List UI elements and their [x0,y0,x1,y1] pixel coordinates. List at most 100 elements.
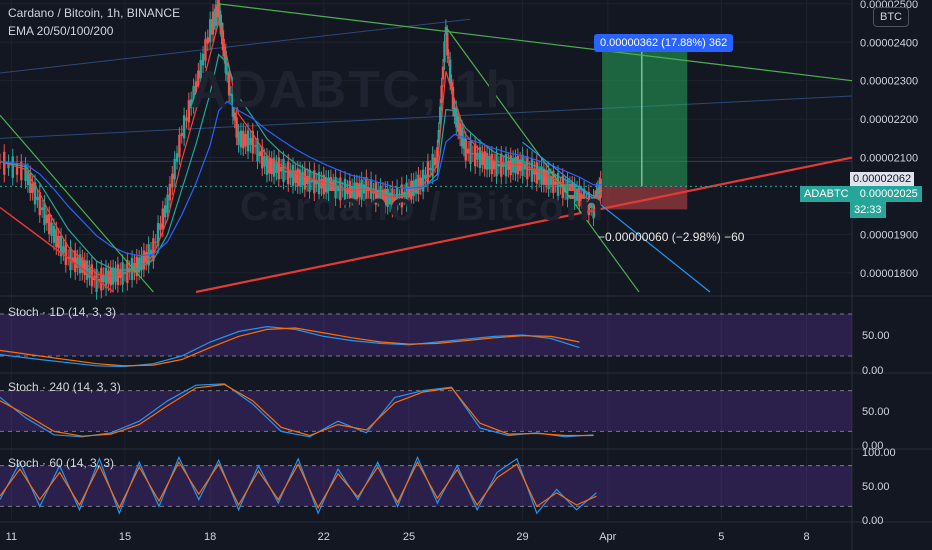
candle-body [121,262,124,285]
stoch-axis-tick-label: 50.00 [862,330,890,342]
currency-button[interactable]: BTC [873,7,909,27]
ema-50-line [0,53,603,271]
candle-body [123,271,127,274]
candle-body [24,164,27,181]
candle-body [256,138,259,162]
candle-body [537,168,541,180]
candle-body [334,176,337,199]
candle-body [476,152,479,160]
candle-body [398,196,401,198]
trendline-blue-down [522,141,711,293]
candle-body [417,174,420,195]
candle-body [478,147,482,169]
candle-body [227,72,231,96]
candle-body [175,153,179,162]
ema-indicator-label[interactable]: EMA 20/50/100/200 [8,24,114,38]
price-axis-tick-label: 0.00002100 [860,153,918,165]
loss-label: −0.00000060 (−2.98%) −60 [598,230,745,244]
stoch-240-title[interactable]: Stoch · 240 (14, 3, 3) [8,380,121,394]
candle-body [265,155,269,175]
candle-body [216,5,219,18]
candle-body [443,41,446,63]
trendline-green-resistance [218,3,853,82]
candle-body [580,194,583,202]
candle-body [182,115,186,139]
symbol-legend: Cardano / Bitcoin, 1h, BINANCE [8,6,180,20]
symbol-title[interactable]: Cardano / Bitcoin, 1h, BINANCE [8,6,181,20]
candle-body [488,155,491,170]
candle-body [7,162,10,169]
candle-body [556,172,560,196]
candle-body [287,161,290,185]
candle-body [578,185,581,207]
candle-body [384,188,387,206]
time-axis-label: 8 [803,531,809,543]
candle-body [439,106,442,124]
candle-body [194,81,198,96]
candle-body [20,161,23,181]
stoch-60-title[interactable]: Stoch · 60 (14, 3, 3) [8,456,115,470]
trendline-green-steep [445,26,640,293]
trendline-faint-blue [0,95,853,139]
candle-body [589,203,593,209]
candle-body [410,180,413,200]
candle-body [214,4,218,27]
candle-body [282,158,285,182]
candle-body [313,170,316,194]
stoch-axis-tick-label: 0.00 [862,515,883,527]
time-axis-label: 11 [6,531,17,543]
candle-body [235,117,238,138]
candle-body [446,32,449,56]
candle-body [310,180,314,183]
candle-body [483,151,486,169]
candle-body [59,235,63,257]
time-axis-label: Apr [599,531,616,543]
candle-body [336,185,340,192]
candle-body [272,157,276,177]
candle-body [450,82,453,87]
candle-body [29,173,32,194]
candle-body [448,59,452,83]
stoch-d-line [0,383,594,437]
candle-body [237,131,240,145]
stoch-d-line [0,327,580,367]
candle-body [559,184,562,187]
trendline-green-left [0,114,154,293]
candle-body [218,10,222,27]
candle-body [447,56,450,59]
candle-body [509,155,512,176]
candle-body [244,134,247,147]
candle-body [81,257,84,273]
candle-body [185,117,188,121]
candle-body [451,87,455,109]
candle-body [107,270,110,284]
candle-body [133,262,136,273]
candle-body [251,130,254,154]
candle-body [74,250,77,273]
candle-body [456,116,460,132]
candle-body [201,53,205,66]
candle-body [261,146,264,169]
countdown-tag: 32:33 [850,202,886,218]
candle-body [210,26,213,28]
candle-body [229,93,233,96]
candle-body [289,170,292,178]
candle-body [45,214,49,224]
candle-body [419,177,422,188]
candle-body [249,137,252,146]
trendline-faint-blue [0,18,471,74]
stoch-k-line [0,455,597,515]
candle-body [343,178,347,202]
candle-body [171,173,174,188]
candle-body [545,170,548,186]
candle-body [26,170,30,186]
candle-body [217,0,220,17]
candle-body [187,100,191,123]
candle-body [55,229,58,248]
candle-body [376,190,380,199]
candle-body [166,194,169,213]
candle-body [226,71,229,75]
price-axis-tick-label: 0.00001800 [860,268,918,280]
stoch-1d-title[interactable]: Stoch · 1D (14, 3, 3) [8,305,117,319]
